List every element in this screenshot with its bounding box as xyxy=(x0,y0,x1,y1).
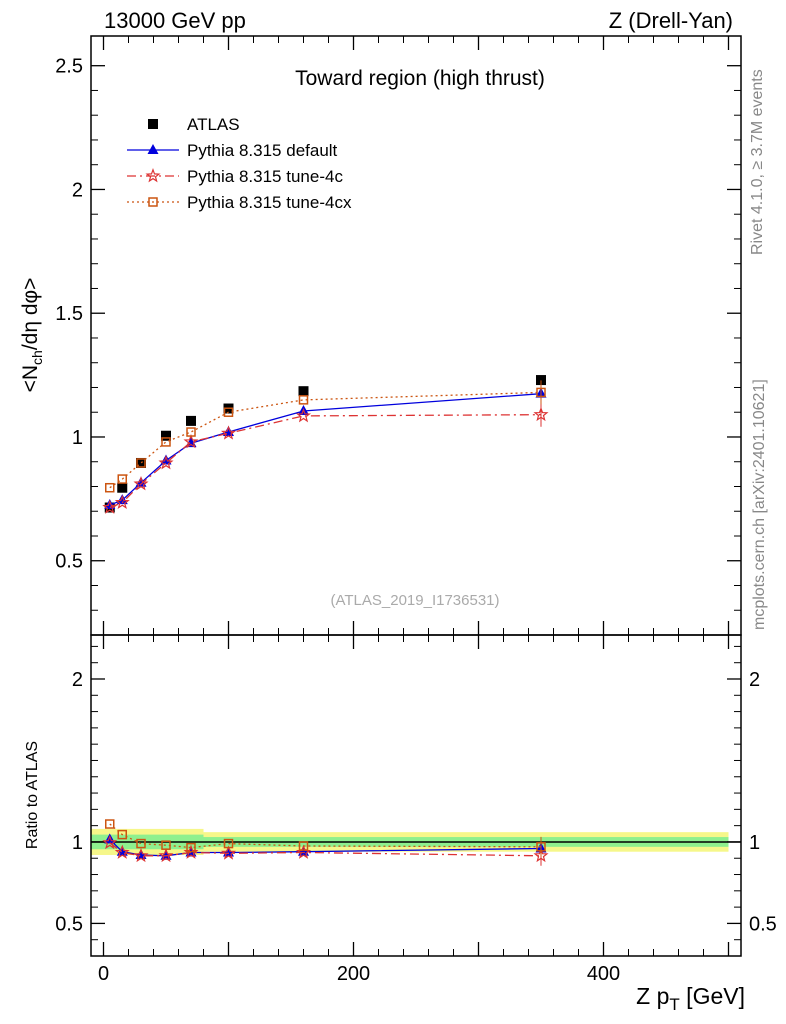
main-marker-0-2 xyxy=(136,457,146,468)
legend-entry-2: Pythia 8.315 tune-4c xyxy=(127,167,343,186)
main-marker-3-6 xyxy=(298,395,309,405)
main-marker-0-1 xyxy=(117,482,128,493)
main-marker-2-4 xyxy=(183,433,199,449)
main-marker-3-0 xyxy=(105,482,115,493)
main-marker-2-7 xyxy=(533,406,549,422)
ratio-y-tick-label: 1 xyxy=(72,832,83,854)
main-y-tick-label: 1.5 xyxy=(55,303,83,325)
main-series-line-1 xyxy=(109,393,542,506)
rivet-version-label: Rivet 4.1.0, ≥ 3.7M events xyxy=(749,69,766,255)
main-marker-3-4 xyxy=(186,427,196,437)
ratio-y-tick-label: 2 xyxy=(72,669,83,691)
legend-marker-3 xyxy=(148,197,158,207)
legend: ATLAS Pythia 8.315 default Pythia 8.315 tu… xyxy=(127,115,352,212)
plot-title: Toward region (high thrust) xyxy=(295,67,545,90)
ratio-y-tick-label-right: 1 xyxy=(749,832,760,854)
ratio-marker-1-7 xyxy=(533,847,549,863)
main-y-axis: 0.5 1 1.5 2 2.5 xyxy=(55,56,741,636)
legend-label-1: Pythia 8.315 default xyxy=(187,141,338,160)
header-left: 13000 GeV pp xyxy=(104,8,246,33)
ratio-series-line-1 xyxy=(109,842,542,857)
legend-marker-0 xyxy=(148,119,158,129)
legend-marker-1 xyxy=(147,144,159,154)
main-series-line-3 xyxy=(109,391,542,489)
ratio-y-tick-label-right: 2 xyxy=(749,669,760,691)
ratio-marker-2-2 xyxy=(136,838,146,849)
ratio-series-2 xyxy=(105,819,546,857)
main-marker-3-5 xyxy=(223,407,234,417)
ratio-y-axis: 0.5 0.5 1 1 2 2 xyxy=(55,645,777,941)
main-marker-2-6 xyxy=(295,407,312,423)
main-y-tick-label: 1 xyxy=(72,427,83,449)
x-tick-label: 200 xyxy=(337,963,370,985)
main-marker-2-3 xyxy=(158,455,174,470)
main-series-line-2 xyxy=(109,414,542,509)
ratio-marker-1-1 xyxy=(114,844,130,859)
mcplots-source-label: mcplots.cern.ch [arXiv:2401.10621] xyxy=(751,379,768,630)
main-marker-0-3 xyxy=(161,430,171,441)
x-tick-label: 0 xyxy=(98,963,109,985)
main-marker-3-1 xyxy=(117,474,127,484)
ratio-marker-1-3 xyxy=(158,847,174,863)
main-y-axis-label: <Nch/dη dφ> xyxy=(19,278,45,393)
main-marker-1-1 xyxy=(116,494,128,505)
ratio-marker-1-2 xyxy=(133,847,149,863)
legend-entry-3: Pythia 8.315 tune-4cx xyxy=(127,193,352,212)
main-marker-2-2 xyxy=(133,476,149,491)
main-y-tick-label: 2 xyxy=(72,179,83,201)
ratio-marker-2-0 xyxy=(105,819,115,829)
ratio-marker-2-4 xyxy=(186,842,196,853)
legend-entry-1: Pythia 8.315 default xyxy=(127,141,338,160)
main-marker-3-3 xyxy=(161,437,171,447)
x-axis: 0 200 400 xyxy=(98,36,730,985)
ratio-marker-1-5 xyxy=(220,845,237,860)
main-y-tick-label: 0.5 xyxy=(55,551,83,573)
x-tick-label: 400 xyxy=(587,963,620,985)
ratio-y-axis-label: Ratio to ATLAS xyxy=(24,741,41,849)
ratio-y-tick-label: 0.5 xyxy=(55,913,83,935)
ratio-marker-2-1 xyxy=(117,829,127,840)
legend-label-2: Pythia 8.315 tune-4c xyxy=(187,167,343,186)
legend-label-3: Pythia 8.315 tune-4cx xyxy=(187,193,352,212)
main-marker-2-0 xyxy=(102,499,118,514)
ratio-series-group xyxy=(102,819,549,866)
main-marker-2-1 xyxy=(114,494,130,510)
main-marker-1-3 xyxy=(160,454,172,465)
main-marker-0-6 xyxy=(298,386,309,397)
main-marker-2-5 xyxy=(220,425,237,440)
header-right: Z (Drell-Yan) xyxy=(609,8,733,33)
main-marker-0-7 xyxy=(536,375,546,386)
main-y-tick-label: 2.5 xyxy=(55,56,83,78)
x-axis-label: Z pT [GeV] xyxy=(636,983,745,1014)
ratio-plot-frame xyxy=(90,634,742,957)
legend-entry-0: ATLAS xyxy=(148,115,240,134)
main-marker-3-2 xyxy=(136,458,146,468)
legend-marker-2 xyxy=(145,168,161,183)
ratio-marker-2-7 xyxy=(536,842,546,852)
ratio-marker-1-0 xyxy=(102,834,118,850)
ratio-marker-2-5 xyxy=(223,838,234,849)
main-marker-3-7 xyxy=(536,387,546,398)
ratio-marker-2-6 xyxy=(298,841,309,851)
main-series-2 xyxy=(102,402,549,514)
ratio-y-tick-label-right: 0.5 xyxy=(749,913,777,935)
analysis-label: (ATLAS_2019_I1736531) xyxy=(330,592,499,609)
main-marker-0-4 xyxy=(186,415,196,426)
ratio-marker-2-3 xyxy=(161,840,171,850)
main-series-group xyxy=(102,375,549,514)
main-series-3 xyxy=(105,380,546,493)
main-series-0 xyxy=(104,375,546,513)
legend-label-0: ATLAS xyxy=(187,115,240,134)
